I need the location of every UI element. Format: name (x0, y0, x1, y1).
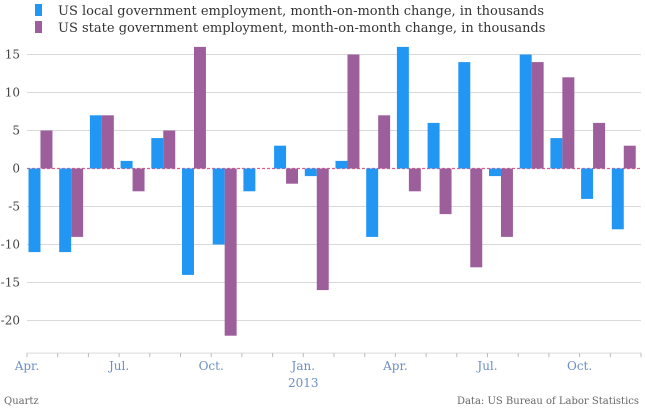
bar-local (335, 160, 348, 169)
legend-swatch-state (35, 21, 42, 33)
bar-state (224, 168, 237, 336)
bar-local (611, 168, 624, 230)
bar-local (489, 168, 501, 177)
x-tick-label: Jul. (475, 359, 497, 373)
bar-local (120, 160, 133, 169)
x-tick-label: Jul. (107, 359, 129, 373)
footer: Quartz Data: US Bureau of Labor Statisti… (4, 396, 639, 407)
bar-state (101, 115, 114, 169)
bar-state (347, 54, 360, 169)
bar-state (470, 168, 483, 268)
bar-local (89, 115, 102, 169)
bar-local (427, 122, 440, 169)
x-axis: Apr. Jul. Oct. Jan. Apr. Jul. Oct. 2013 (14, 353, 642, 390)
y-axis: 15 10 5 0 -5 -10 -15 -20 (1, 48, 20, 328)
x-tick-label: Oct. (199, 359, 224, 373)
bar-state (286, 168, 299, 184)
x-tick-label: Apr. (382, 359, 408, 373)
legend-label-state: US state government employment, month-on… (58, 21, 545, 36)
bar-local (550, 138, 563, 169)
bar-local (182, 168, 194, 275)
y-tick-label: -10 (1, 238, 20, 252)
y-tick-label: 15 (5, 48, 20, 62)
bar-local (396, 46, 409, 169)
bar-state (593, 122, 606, 169)
legend-label-local: US local government employment, month-on… (58, 4, 544, 19)
x-tick-label: Oct. (567, 359, 592, 373)
bar-state (40, 130, 53, 169)
bar-state (316, 168, 329, 291)
y-tick-label: -20 (1, 314, 20, 328)
gridlines (27, 54, 641, 354)
y-tick-label: 0 (12, 162, 20, 176)
y-tick-label: -15 (1, 276, 20, 290)
bar-local (581, 168, 594, 199)
bar-local (458, 62, 471, 169)
bar-state (531, 62, 544, 169)
bar-state (500, 168, 513, 237)
bar-state (408, 168, 421, 192)
bar-local (304, 168, 317, 177)
footer-source: Data: US Bureau of Labor Statistics (457, 396, 639, 407)
footer-credit: Quartz (4, 396, 39, 407)
x-year-label: 2013 (288, 376, 319, 390)
bar-state (132, 168, 145, 192)
y-tick-label: 5 (12, 124, 20, 138)
bar-local (59, 168, 72, 253)
legend: US local government employment, month-on… (35, 4, 545, 36)
bar-local (366, 168, 379, 237)
bar-local (519, 54, 532, 169)
legend-swatch-local (35, 4, 42, 16)
bar-local (28, 168, 41, 253)
bar-state (71, 168, 84, 237)
bar-local (212, 168, 225, 245)
bar-local (243, 168, 256, 192)
y-tick-label: -5 (8, 200, 20, 214)
bar-state (623, 145, 636, 169)
x-tick-label: Apr. (14, 359, 40, 373)
bars (28, 46, 636, 336)
bar-state (439, 168, 452, 215)
bar-state (378, 115, 391, 169)
bar-local (274, 145, 287, 169)
bar-local (151, 138, 164, 169)
x-tick-label: Jan. (290, 359, 316, 373)
y-tick-label: 10 (5, 86, 20, 100)
bar-state (562, 77, 575, 169)
bar-state (193, 46, 206, 169)
bar-state (163, 130, 176, 169)
